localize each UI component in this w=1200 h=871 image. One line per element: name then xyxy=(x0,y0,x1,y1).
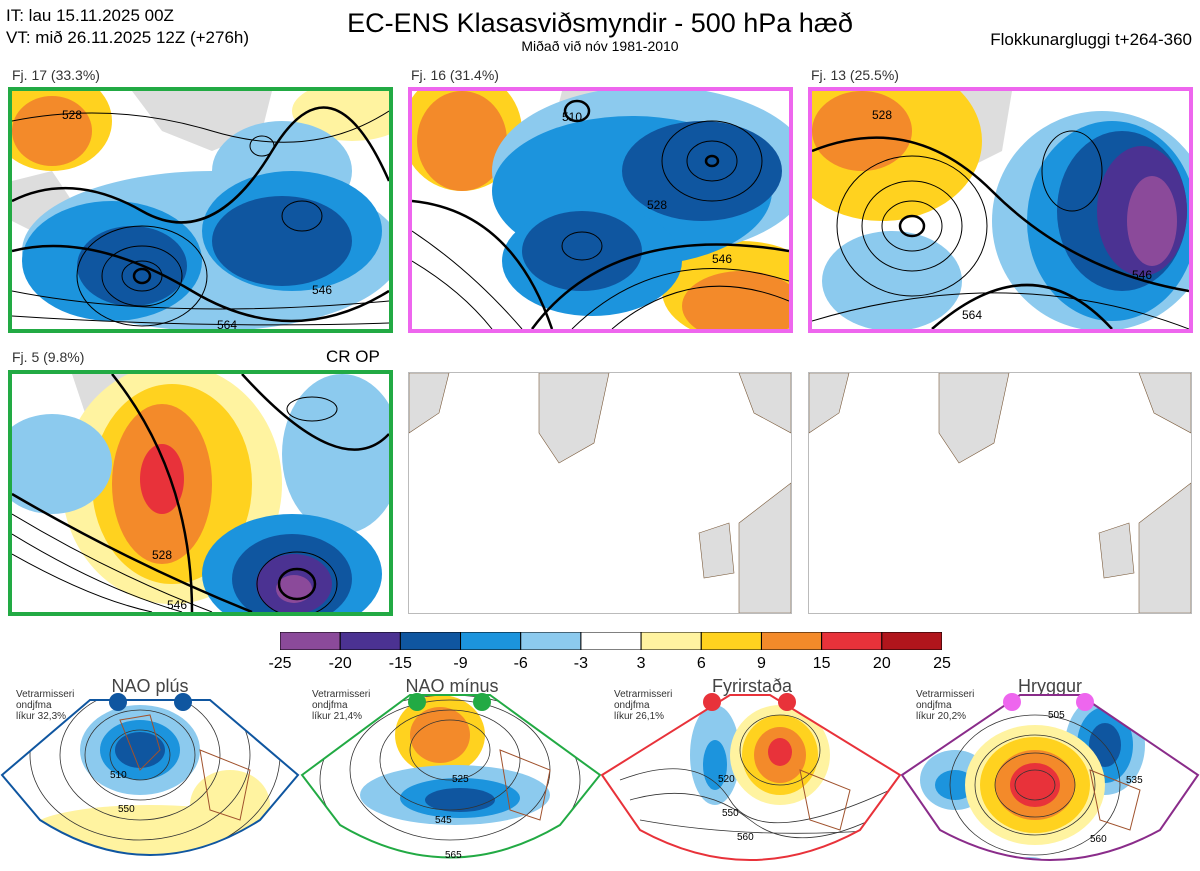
colorbar-tick-label: -6 xyxy=(513,655,528,672)
cluster-map-3[interactable]: 528 546 564 xyxy=(808,87,1193,333)
colorbar-swatch xyxy=(520,632,582,650)
colorbar-tick-label: 3 xyxy=(636,655,646,672)
svg-text:560: 560 xyxy=(737,832,754,843)
classification-window: Flokkunargluggi t+264-360 xyxy=(990,30,1192,49)
cluster-map-1[interactable]: 528 546 564 xyxy=(8,87,393,333)
svg-text:550: 550 xyxy=(118,804,135,815)
empty-map-panel xyxy=(408,372,792,614)
page-title: EC-ENS Klasasviðsmyndir - 500 hPa hæð xyxy=(347,8,853,38)
cluster-3-label: Fj. 13 (25.5%) xyxy=(811,67,899,83)
cluster-map-2[interactable]: 510 528 546 xyxy=(408,87,793,333)
header-info: IT: lau 15.11.2025 00Z VT: mið 26.11.202… xyxy=(6,5,249,49)
colorbar-swatch xyxy=(700,632,762,650)
contour-label: 546 xyxy=(312,283,332,297)
initial-time: IT: lau 15.11.2025 00Z xyxy=(6,6,174,25)
regime-marker xyxy=(473,693,491,711)
regime-marker xyxy=(1076,693,1094,711)
svg-text:510: 510 xyxy=(110,770,127,781)
colorbar-swatch xyxy=(280,632,341,650)
empty-map-panel xyxy=(808,372,1192,614)
regime-map-nao-plus: 510 550 xyxy=(0,693,300,856)
contour-label: 546 xyxy=(167,598,187,612)
svg-text:505: 505 xyxy=(1048,710,1065,721)
colorbar-swatch xyxy=(580,632,642,650)
contour-label: 546 xyxy=(712,252,732,266)
svg-text:560: 560 xyxy=(1090,834,1107,845)
colorbar-tick-label: 15 xyxy=(812,655,831,672)
cluster-map-4[interactable]: 528 546 xyxy=(8,370,393,616)
colorbar-swatch xyxy=(760,632,823,650)
landmass xyxy=(12,171,72,231)
colorbar-tick-label: -9 xyxy=(453,655,468,672)
colorbar xyxy=(280,632,942,650)
colorbar-swatch xyxy=(460,632,522,650)
contour-label: 564 xyxy=(962,308,982,322)
colorbar-swatch xyxy=(821,632,883,650)
colorbar-swatch xyxy=(640,632,702,650)
regime-nao-plus-prob: Vetrarmisseri ondjfma líkur 32,3% xyxy=(16,689,75,722)
regime-blocking-prob: Vetrarmisseri ondjfma líkur 26,1% xyxy=(614,689,673,722)
colorbar-tick-label: 6 xyxy=(696,655,706,672)
svg-text:545: 545 xyxy=(435,815,452,826)
cluster-4-label: Fj. 5 (9.8%) xyxy=(12,349,85,365)
regime-marker xyxy=(408,693,426,711)
colorbar-tick-label: 25 xyxy=(933,655,951,672)
regime-marker xyxy=(1003,693,1021,711)
contour-label: 510 xyxy=(562,110,582,124)
colorbar-tick-label: -3 xyxy=(573,655,589,672)
svg-text:525: 525 xyxy=(452,774,469,785)
svg-text:550: 550 xyxy=(722,808,739,819)
regime-nao-minus-prob: Vetrarmisseri ondjfma líkur 21,4% xyxy=(312,689,371,722)
colorbar-tick-label: -15 xyxy=(388,655,412,672)
svg-text:520: 520 xyxy=(718,774,735,785)
control-operational-tag: CR OP xyxy=(326,347,380,366)
svg-text:535: 535 xyxy=(1126,775,1143,786)
contour-label: 528 xyxy=(872,108,892,122)
regime-blocking-label: Fyrirstaða xyxy=(711,676,793,696)
page-subtitle: Miðað við nóv 1981-2010 xyxy=(521,38,679,54)
contour-label: 564 xyxy=(217,318,237,329)
regime-marker xyxy=(778,693,796,711)
regime-nao-minus-label: NAO mínus xyxy=(405,676,499,696)
colorbar-swatch xyxy=(399,632,462,650)
colorbar-swatch xyxy=(881,632,942,650)
contour-label: 546 xyxy=(1132,268,1152,282)
cluster-2-label: Fj. 16 (31.4%) xyxy=(411,67,499,83)
regime-ridge-label: Hryggur xyxy=(1017,676,1083,696)
colorbar-tick-label: -25 xyxy=(268,655,292,672)
contour-label: 528 xyxy=(152,548,172,562)
regime-ridge-prob: Vetrarmisseri ondjfma líkur 20,2% xyxy=(916,689,975,722)
colorbar-tick-label: 9 xyxy=(757,655,766,672)
colorbar-swatch xyxy=(339,632,401,650)
contour-label: 528 xyxy=(647,198,667,212)
regime-map-blocking: 520 550 560 xyxy=(600,693,902,861)
regime-marker xyxy=(174,693,192,711)
regime-nao-plus-label: NAO plús xyxy=(111,676,189,696)
regime-map-ridge: 505 535 560 xyxy=(900,693,1200,861)
svg-text:565: 565 xyxy=(445,850,462,861)
colorbar-tick-label: 20 xyxy=(872,655,891,672)
cluster-1-label: Fj. 17 (33.3%) xyxy=(12,67,100,83)
colorbar-tick-label: -20 xyxy=(328,655,352,672)
contour-label: 528 xyxy=(62,108,82,122)
regime-map-nao-minus: 525 545 565 xyxy=(300,693,602,861)
regime-marker xyxy=(703,693,721,711)
valid-time: VT: mið 26.11.2025 12Z (+276h) xyxy=(6,28,250,47)
regime-marker xyxy=(109,693,127,711)
